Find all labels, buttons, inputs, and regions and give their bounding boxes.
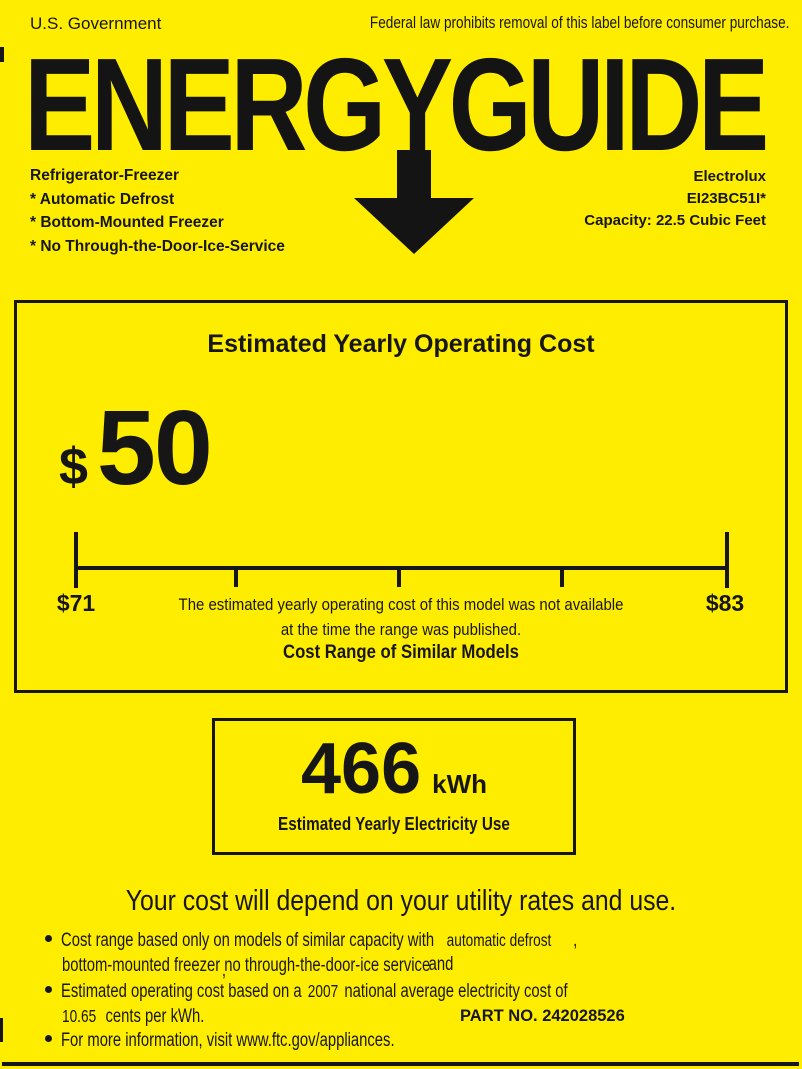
part-number: PART NO. 242028526 <box>460 1007 625 1025</box>
utility-rates-tagline: Your cost will depend on your utility ra… <box>125 885 677 917</box>
year-fill-in: 2007 <box>307 981 339 1001</box>
footnote-bullet-2-line-1: Estimated operating cost based on a 2007 n… <box>45 981 711 1003</box>
bullet-icon <box>45 935 52 942</box>
range-tick-max <box>725 532 729 588</box>
range-scale-line <box>76 566 727 570</box>
range-tick-min <box>74 532 78 588</box>
footnote-text: For more information, visit www.ftc.gov/… <box>61 1030 395 1051</box>
footnote-bullet-2-line-2: 10.65 cents per kWh. PART NO. 242028526 <box>45 1006 625 1028</box>
operating-cost-box: Estimated Yearly Operating Cost $ 50 $71… <box>14 300 788 693</box>
range-min-label: $71 <box>56 590 96 616</box>
footnote-punct: , <box>573 930 578 951</box>
feature-item: * Bottom-Mounted Freezer <box>30 214 224 231</box>
overprinted-comma: , <box>221 960 227 981</box>
electricity-use-caption: Estimated Yearly Electricity Use <box>278 814 510 834</box>
capacity-text: Capacity: 22.5 Cubic Feet <box>584 212 766 229</box>
currency-symbol: $ <box>59 438 88 496</box>
product-features: Refrigerator-Freezer * Automatic Defrost… <box>30 164 285 258</box>
kwh-unit: kWh <box>432 769 488 799</box>
range-note-line2: at the time the range was published. <box>280 620 522 639</box>
cost-range-caption: Cost Range of Similar Models <box>283 642 519 663</box>
range-tick <box>234 568 238 587</box>
product-identity: Electrolux EI23BC51I* Capacity: 22.5 Cub… <box>584 166 766 232</box>
feature-item: * Automatic Defrost <box>30 190 175 208</box>
footnote-text: Estimated operating cost based on a <box>61 981 302 1002</box>
footnote-text: Cost range based only on models of simil… <box>61 930 435 951</box>
footnote-text: cents per kWh. <box>105 1006 205 1027</box>
feature-item: * No Through-the-Door-Ice-Service <box>30 237 285 255</box>
bottom-border-rule <box>2 1062 799 1066</box>
range-tick <box>560 568 564 587</box>
range-max-label: $83 <box>705 590 745 616</box>
overprinted-word: and <box>428 954 454 975</box>
estimated-cost-value: $ 50 <box>59 389 213 507</box>
cost-amount: 50 <box>96 389 213 507</box>
footnote-text: bottom-mounted freezer no through-the-do… <box>62 955 431 976</box>
electricity-use-box: 466 kWh Estimated Yearly Electricity Use <box>212 718 576 855</box>
footnote-text: national average electricity cost of <box>344 981 568 1002</box>
energyguide-logo: ENERGYGUIDE <box>24 31 769 178</box>
kwh-amount: 466 <box>300 729 422 809</box>
us-government-text: U.S. Government <box>30 14 162 33</box>
scan-artifact <box>0 1018 3 1042</box>
scan-artifact <box>0 47 4 62</box>
cost-box-title: Estimated Yearly Operating Cost <box>207 330 595 358</box>
range-note-line1: The estimated yearly operating cost of t… <box>178 595 624 614</box>
footnote-bullet-1-line-2: bottom-mounted freezer no through-the-do… <box>45 954 534 981</box>
footnote-bullet-1-line-1: Cost range based only on models of simil… <box>45 930 723 952</box>
rate-fill-in: 10.65 <box>62 1006 97 1026</box>
product-category: Refrigerator-Freezer <box>30 167 180 184</box>
footnote-bullet-3: For more information, visit www.ftc.gov/… <box>45 1030 489 1052</box>
footnotes: Cost range based only on models of simil… <box>45 930 785 1052</box>
range-tick <box>397 568 401 587</box>
brand-name: Electrolux <box>693 168 766 185</box>
feature-fill-in: automatic defrost <box>446 930 552 950</box>
bullet-icon <box>45 1035 52 1042</box>
down-arrow-icon <box>354 150 474 254</box>
electricity-use-value: 466 kWh <box>215 733 573 805</box>
removal-notice-text: Federal law prohibits removal of this la… <box>369 13 789 32</box>
bullet-icon <box>45 986 52 993</box>
model-number: EI23BC51I* <box>686 190 766 207</box>
